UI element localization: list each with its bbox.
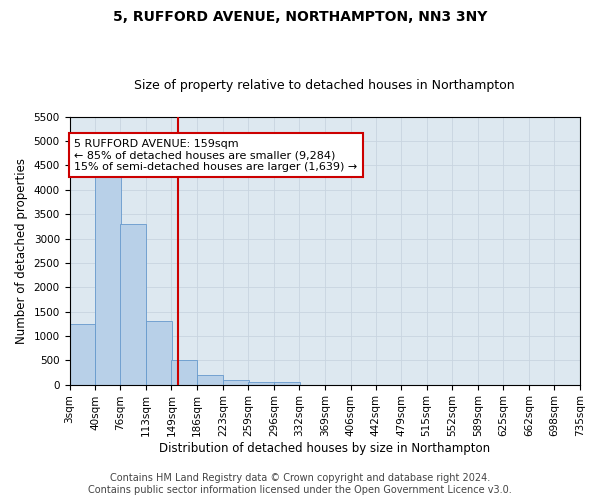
Bar <box>146 322 172 384</box>
Bar <box>121 224 146 384</box>
Bar <box>172 360 197 384</box>
Bar <box>223 380 249 384</box>
X-axis label: Distribution of detached houses by size in Northampton: Distribution of detached houses by size … <box>159 442 490 455</box>
Bar <box>197 375 223 384</box>
Bar <box>248 382 274 384</box>
Bar <box>274 382 299 384</box>
Bar <box>70 324 95 384</box>
Text: 5 RUFFORD AVENUE: 159sqm
← 85% of detached houses are smaller (9,284)
15% of sem: 5 RUFFORD AVENUE: 159sqm ← 85% of detach… <box>74 138 358 172</box>
Y-axis label: Number of detached properties: Number of detached properties <box>15 158 28 344</box>
Text: Contains HM Land Registry data © Crown copyright and database right 2024.
Contai: Contains HM Land Registry data © Crown c… <box>88 474 512 495</box>
Bar <box>95 175 121 384</box>
Text: 5, RUFFORD AVENUE, NORTHAMPTON, NN3 3NY: 5, RUFFORD AVENUE, NORTHAMPTON, NN3 3NY <box>113 10 487 24</box>
Title: Size of property relative to detached houses in Northampton: Size of property relative to detached ho… <box>134 79 515 92</box>
